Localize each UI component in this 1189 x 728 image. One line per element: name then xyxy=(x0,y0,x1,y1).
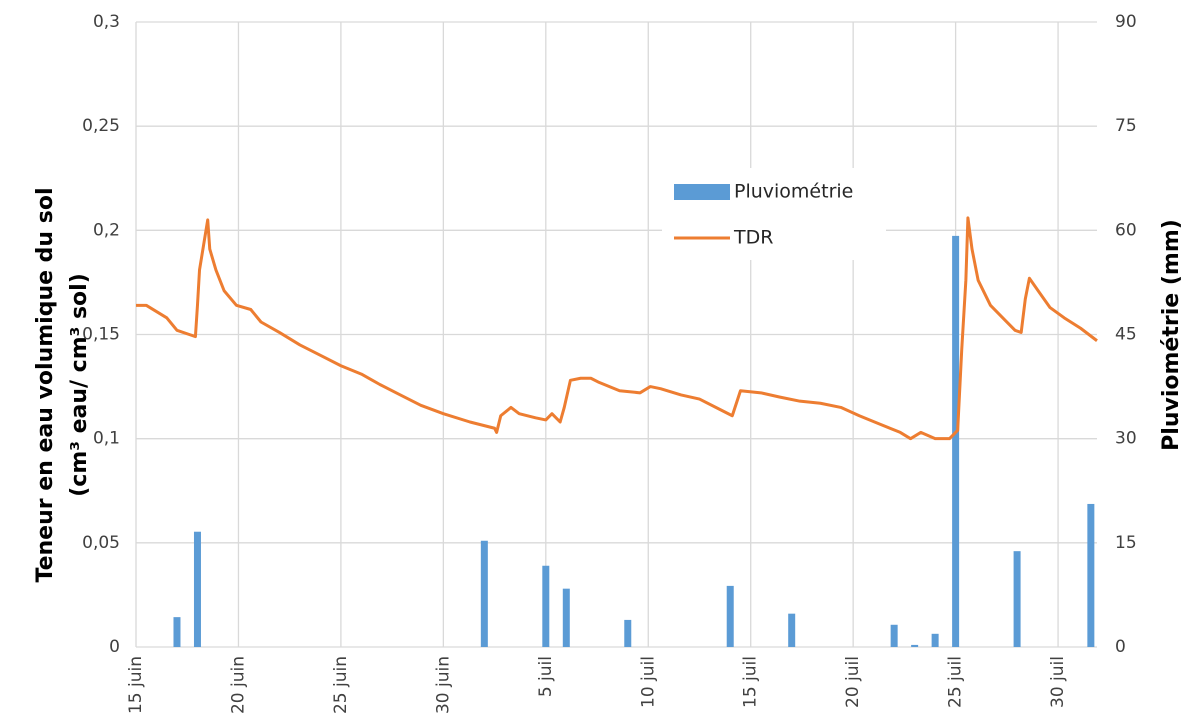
legend-label: TDR xyxy=(733,227,773,249)
bar xyxy=(1087,503,1095,647)
y2-tick-label: 60 xyxy=(1115,220,1137,240)
bar xyxy=(788,613,796,647)
legend-swatch xyxy=(674,184,730,200)
y-axis-label: Teneur en eau volumique du sol xyxy=(33,187,58,582)
x-tick-label: 15 juil xyxy=(741,656,761,708)
bar xyxy=(193,531,201,647)
y2-tick-label: 45 xyxy=(1115,325,1137,345)
grid xyxy=(135,21,1097,647)
y2-tick-label: 15 xyxy=(1115,533,1137,553)
x-tick-label: 25 juil xyxy=(946,656,966,708)
y2-axis-label: Pluviométrie (mm) xyxy=(1159,219,1184,451)
x-tick-label: 25 juin xyxy=(331,656,351,714)
bar xyxy=(480,540,488,647)
x-tick-label: 15 juin xyxy=(126,656,146,714)
y2-tick-label: 75 xyxy=(1115,116,1137,136)
bar xyxy=(562,588,570,647)
legend-box xyxy=(662,168,886,260)
y-axis-label: (cm³ eau/ cm³ sol) xyxy=(67,273,92,497)
y-tick-label: 0,1 xyxy=(93,429,120,449)
bar xyxy=(931,633,939,647)
bar xyxy=(911,644,919,647)
bar xyxy=(1013,551,1021,647)
bar xyxy=(173,617,181,647)
bar xyxy=(624,619,632,647)
bar xyxy=(542,565,550,647)
x-tick-label: 30 juin xyxy=(433,656,453,714)
x-tick-label: 30 juil xyxy=(1048,656,1068,708)
y-tick-label: 0,25 xyxy=(82,116,120,136)
bar xyxy=(952,235,960,647)
x-tick-label: 20 juil xyxy=(843,656,863,708)
y-tick-label: 0,05 xyxy=(82,533,120,553)
legend: Pluviométrie TDR xyxy=(662,168,886,260)
x-tick-label: 20 juin xyxy=(228,656,248,714)
bar xyxy=(726,585,734,647)
line xyxy=(136,216,1098,441)
y2-tick-label: 30 xyxy=(1115,429,1137,449)
bar xyxy=(890,624,898,647)
y2-tick-label: 0 xyxy=(1115,637,1126,657)
y-tick-label: 0,15 xyxy=(82,325,120,345)
y-tick-label: 0,2 xyxy=(93,220,120,240)
y2-tick-label: 90 xyxy=(1115,12,1137,32)
x-tick-label: 10 juil xyxy=(638,656,658,708)
x-tick-label: 5 juil xyxy=(536,656,556,697)
y-tick-label: 0,3 xyxy=(93,12,120,32)
legend-label: Pluviométrie xyxy=(734,181,853,203)
y-tick-label: 0 xyxy=(109,637,120,657)
